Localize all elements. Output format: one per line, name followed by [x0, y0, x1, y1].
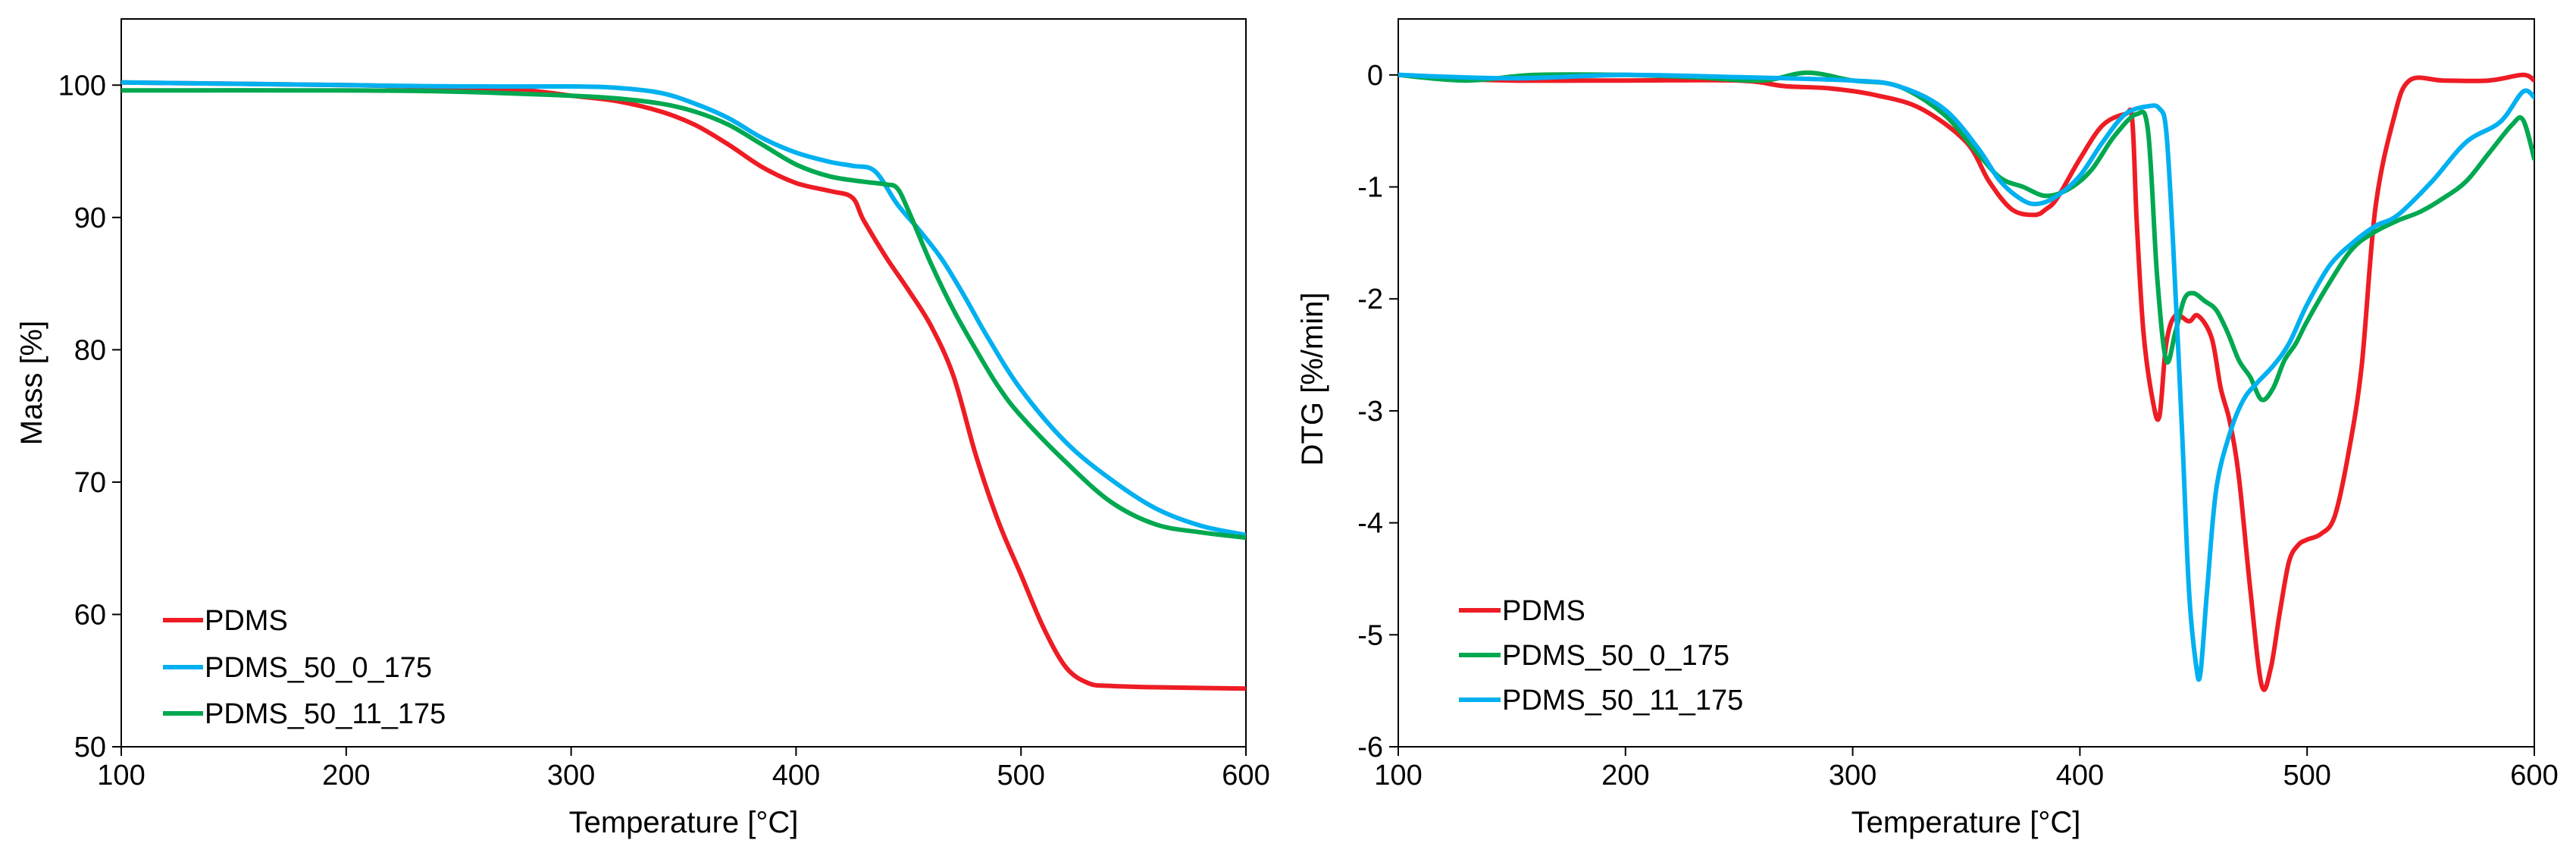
mass-legend-label-pdms-50-0-175: PDMS_50_0_175 — [205, 652, 432, 684]
mass-legend-item-pdms-50-0-175: PDMS_50_0_175 — [163, 652, 432, 684]
mass-x-tick-label: 200 — [322, 760, 370, 791]
mass-series-line-pdms — [121, 80, 1246, 691]
mass-legend-item-pdms-50-11-175: PDMS_50_11_175 — [163, 698, 446, 730]
mass-series-line-pdms-50-11-175 — [121, 88, 1246, 541]
mass-y-axis-title: Mass [%] — [15, 321, 49, 445]
dtg-series-line-pdms-50-11-175 — [1398, 72, 2534, 682]
dtg-y-axis: 0 -1 -2 -3 -4 -5 -6 — [1357, 60, 1398, 763]
dtg-series-layer — [1398, 70, 2534, 692]
dtg-legend-label-pdms: PDMS — [1502, 595, 1585, 627]
mass-y-tick-label: 90 — [74, 202, 106, 234]
mass-y-axis: 50 60 70 80 90 100 — [58, 70, 121, 763]
dtg-x-tick-label: 500 — [2283, 760, 2330, 791]
dtg-chart: 100 200 300 400 500 600 0 -1 -2 -3 -4 -5 -6 Tempera… — [1296, 18, 2559, 839]
dtg-legend-label-pdms-50-0-175: PDMS_50_0_175 — [1502, 640, 1729, 672]
mass-legend-label-pdms-50-11-175: PDMS_50_11_175 — [205, 698, 446, 730]
dtg-x-tick-label: 200 — [1601, 760, 1649, 791]
mass-legend: PDMS PDMS_50_0_175 PDMS_50_11_175 — [163, 605, 446, 730]
dtg-y-tick-label: -3 — [1357, 396, 1383, 428]
mass-series-layer — [121, 80, 1246, 691]
dtg-y-tick-label: -2 — [1357, 284, 1383, 315]
dtg-y-tick-label: -4 — [1357, 508, 1383, 540]
mass-y-tick-label: 70 — [74, 467, 106, 499]
dtg-x-tick-label: 400 — [2056, 760, 2104, 791]
mass-series-line-pdms-50-0-175 — [121, 80, 1246, 538]
dtg-x-axis: 100 200 300 400 500 600 — [1374, 747, 2559, 791]
mass-y-tick-label: 60 — [74, 599, 106, 631]
dtg-y-axis-title: DTG [%/min] — [1296, 293, 1329, 466]
mass-x-tick-label: 400 — [772, 760, 820, 791]
dtg-legend-item-pdms-50-0-175: PDMS_50_0_175 — [1459, 640, 1729, 672]
mass-x-axis: 100 200 300 400 500 600 — [97, 747, 1270, 791]
mass-chart: 100 200 300 400 500 600 50 60 70 80 90 100 Tempera… — [15, 18, 1270, 839]
dtg-legend-item-pdms: PDMS — [1459, 595, 1585, 627]
dtg-legend: PDMS PDMS_50_0_175 PDMS_50_11_175 — [1459, 595, 1743, 716]
mass-y-tick-label: 100 — [58, 70, 106, 102]
mass-legend-item-pdms: PDMS — [163, 605, 288, 637]
mass-x-tick-label: 500 — [997, 760, 1044, 791]
dtg-y-tick-label: 0 — [1367, 60, 1383, 92]
mass-x-tick-label: 600 — [1222, 760, 1269, 791]
dtg-plot-area — [1398, 18, 2535, 748]
mass-y-tick-label: 50 — [74, 732, 106, 763]
dtg-x-axis-title: Temperature [°C] — [1851, 806, 2081, 839]
mass-x-axis-title: Temperature [°C] — [569, 806, 799, 839]
mass-plot-area — [121, 18, 1247, 748]
dtg-x-tick-label: 100 — [1374, 760, 1422, 791]
dtg-legend-item-pdms-50-11-175: PDMS_50_11_175 — [1459, 685, 1743, 716]
dtg-y-tick-label: -1 — [1357, 172, 1383, 204]
mass-x-tick-label: 300 — [547, 760, 595, 791]
dtg-y-tick-label: -6 — [1357, 732, 1383, 763]
dtg-x-tick-label: 300 — [1829, 760, 1876, 791]
mass-legend-label-pdms: PDMS — [205, 605, 288, 637]
dtg-legend-label-pdms-50-11-175: PDMS_50_11_175 — [1502, 685, 1743, 716]
mass-x-tick-label: 100 — [97, 760, 145, 791]
dtg-x-tick-label: 600 — [2510, 760, 2558, 791]
mass-y-tick-label: 80 — [74, 334, 106, 366]
dtg-y-tick-label: -5 — [1357, 619, 1383, 651]
